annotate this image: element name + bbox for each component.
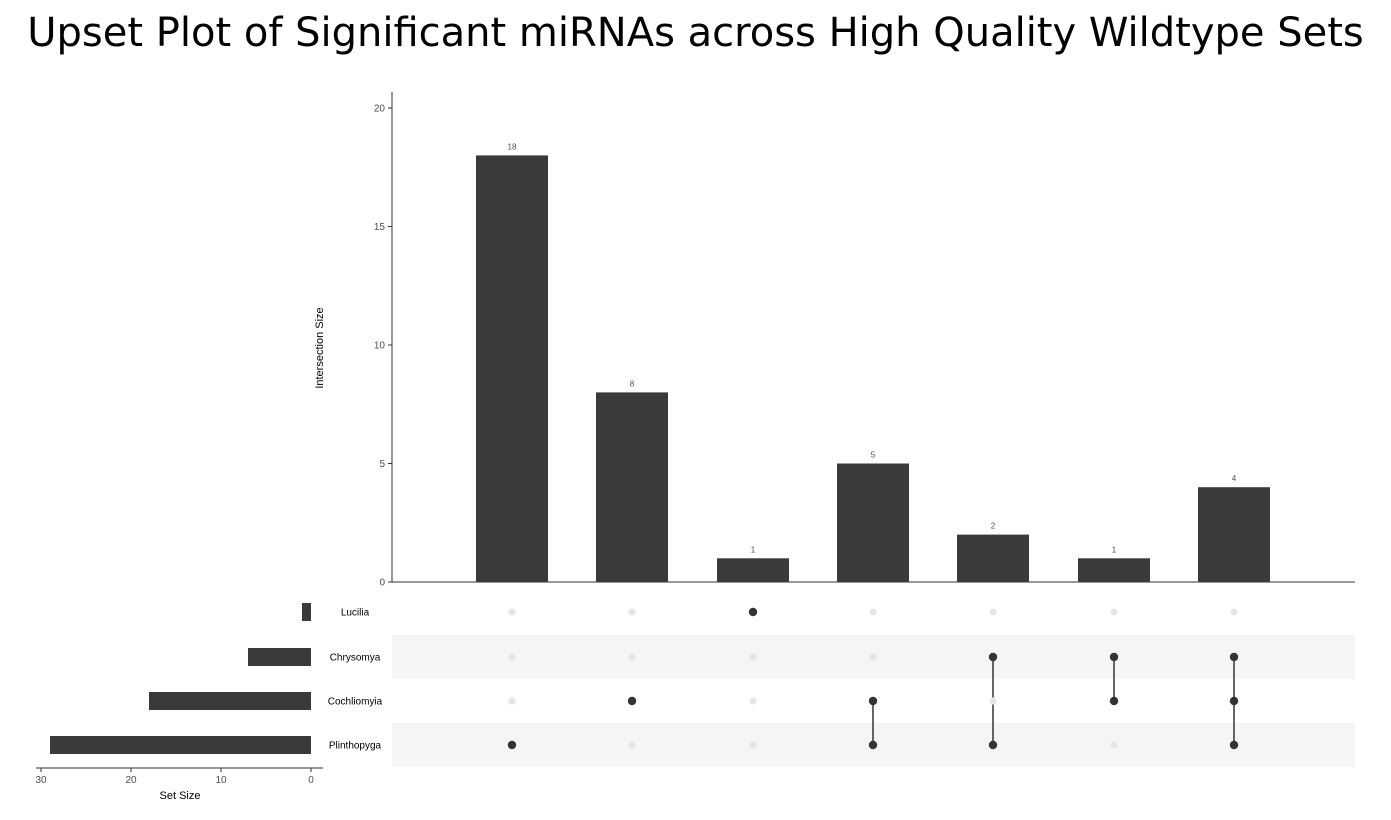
set-size-tick-label: 20 xyxy=(125,775,137,786)
bar-value-label: 5 xyxy=(871,451,876,460)
matrix-dot-inactive xyxy=(628,608,636,616)
matrix-dot-active xyxy=(988,740,998,750)
matrix-dot-inactive xyxy=(989,697,997,705)
intersection-bar xyxy=(1078,558,1150,582)
y-tick-label: 5 xyxy=(379,459,385,470)
intersection-bar xyxy=(1198,487,1270,582)
matrix-dot-inactive xyxy=(628,741,636,749)
y-tick-label: 15 xyxy=(374,222,386,233)
matrix-dot-inactive xyxy=(508,697,516,705)
matrix-dot-active xyxy=(868,740,878,750)
y-tick-label: 20 xyxy=(374,104,386,115)
matrix-dot-active xyxy=(507,740,517,750)
matrix-dot-active xyxy=(868,696,878,706)
matrix-dot-active xyxy=(1109,652,1119,662)
set-size-axis-title: Set Size xyxy=(160,790,201,802)
set-name-label: Cochliomyia xyxy=(328,697,383,708)
y-tick-label: 10 xyxy=(374,341,386,352)
intersection-bar xyxy=(476,155,548,582)
matrix-dot-active xyxy=(1229,652,1239,662)
chart-title: Upset Plot of Significant miRNAs across … xyxy=(27,10,1364,56)
set-size-bar xyxy=(302,603,311,621)
set-size-tick-label: 10 xyxy=(215,775,227,786)
set-name-label: Lucilia xyxy=(341,608,370,619)
matrix-dot-inactive xyxy=(749,653,757,661)
intersection-bar xyxy=(957,534,1029,582)
matrix-dot-active xyxy=(1229,696,1239,706)
set-size-bar xyxy=(149,692,311,710)
matrix-dot-inactive xyxy=(508,608,516,616)
y-axis-title: Intersection Size xyxy=(314,307,326,388)
matrix-dot-inactive xyxy=(1110,741,1118,749)
matrix-dot-active xyxy=(748,607,758,617)
set-name-label: Plinthopyga xyxy=(329,741,382,752)
matrix-dot-active xyxy=(1109,696,1119,706)
matrix-dot-inactive xyxy=(628,653,636,661)
bar-value-label: 1 xyxy=(751,545,756,554)
matrix-dot-active xyxy=(627,696,637,706)
y-tick-label: 0 xyxy=(379,578,385,589)
matrix-dot-inactive xyxy=(869,653,877,661)
matrix-dot-active xyxy=(1229,740,1239,750)
intersection-bar xyxy=(596,392,668,582)
matrix-dot-inactive xyxy=(508,653,516,661)
matrix-dot-inactive xyxy=(869,608,877,616)
matrix-dot-inactive xyxy=(749,741,757,749)
bar-value-label: 18 xyxy=(508,142,517,151)
bar-value-label: 8 xyxy=(630,379,635,388)
intersection-bar xyxy=(837,463,909,582)
matrix-dot-inactive xyxy=(749,697,757,705)
bar-value-label: 1 xyxy=(1112,545,1117,554)
matrix-dot-inactive xyxy=(1110,608,1118,616)
set-size-bar xyxy=(248,648,311,666)
matrix-dot-active xyxy=(988,652,998,662)
bar-value-label: 2 xyxy=(991,522,996,531)
set-size-tick-label: 30 xyxy=(35,775,47,786)
set-size-bar xyxy=(50,736,311,754)
matrix-dot-inactive xyxy=(989,608,997,616)
bar-value-label: 4 xyxy=(1232,474,1237,483)
matrix-dot-inactive xyxy=(1230,608,1238,616)
set-size-tick-label: 0 xyxy=(308,775,314,786)
intersection-bar xyxy=(717,558,789,582)
set-name-label: Chrysomya xyxy=(330,653,381,664)
